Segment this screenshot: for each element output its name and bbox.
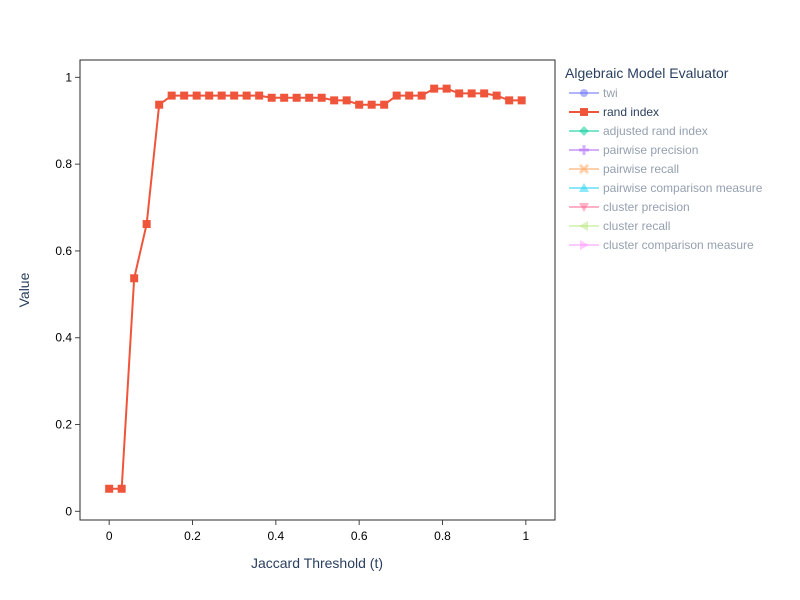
legend-label: cluster precision <box>603 200 690 214</box>
data-point <box>292 93 301 102</box>
data-point <box>355 100 364 109</box>
legend-item-adjusted-rand-index[interactable]: adjusted rand index <box>569 124 708 138</box>
data-point <box>367 100 376 109</box>
legend-item-twi[interactable]: twi <box>569 86 618 100</box>
data-point <box>330 96 339 105</box>
legend-item-cluster-recall[interactable]: cluster recall <box>569 219 670 233</box>
data-point <box>417 91 426 100</box>
data-point <box>105 484 114 493</box>
legend-label: pairwise comparison measure <box>603 181 763 195</box>
series-layer <box>105 84 526 493</box>
legend-label: adjusted rand index <box>603 124 708 138</box>
data-point <box>130 274 139 283</box>
x-tick-label: 0.8 <box>434 529 451 543</box>
x-tick-label: 0.2 <box>184 529 201 543</box>
y-axis-ticks: 0 0.2 0.4 0.6 0.8 1 <box>55 70 80 518</box>
legend-marker <box>579 145 589 155</box>
legend-item-rand-index[interactable]: rand index <box>569 105 659 119</box>
legend-label: twi <box>603 86 618 100</box>
legend-item-pairwise-comparison-measure[interactable]: pairwise comparison measure <box>569 181 763 195</box>
data-point <box>242 91 251 100</box>
x-axis-title: Jaccard Threshold (t) <box>251 555 383 571</box>
data-point <box>480 89 489 98</box>
data-point <box>430 84 439 93</box>
legend-marker <box>579 126 589 136</box>
data-point <box>180 91 189 100</box>
legend-label: rand index <box>603 105 659 119</box>
legend-label: pairwise precision <box>603 143 698 157</box>
data-point <box>317 93 326 102</box>
x-tick-label: 1 <box>522 529 529 543</box>
legend-marker <box>580 108 588 116</box>
legend-marker <box>579 221 588 231</box>
data-point <box>230 91 239 100</box>
data-point <box>455 89 464 98</box>
data-point <box>405 91 414 100</box>
legend-label: cluster recall <box>603 219 670 233</box>
data-point <box>517 96 526 105</box>
x-tick-label: 0 <box>106 529 113 543</box>
plot-area-frame <box>79 59 556 521</box>
y-tick-label: 0.6 <box>55 244 72 258</box>
data-point <box>342 96 351 105</box>
data-point <box>267 93 276 102</box>
legend-marker <box>578 163 590 175</box>
x-tick-label: 0.4 <box>267 529 284 543</box>
legend-marker <box>580 240 589 250</box>
data-point <box>467 89 476 98</box>
series-rand-index <box>105 84 526 493</box>
x-tick-label: 0.6 <box>351 529 368 543</box>
data-point <box>505 96 514 105</box>
legend-item-cluster-comparison-measure[interactable]: cluster comparison measure <box>569 238 754 252</box>
data-point <box>155 100 164 109</box>
data-point <box>142 220 151 229</box>
y-axis-title: Value <box>16 272 32 307</box>
legend-marker <box>580 89 588 97</box>
data-point <box>280 93 289 102</box>
y-tick-label: 0.8 <box>55 157 72 171</box>
data-point <box>192 91 201 100</box>
legend-label: cluster comparison measure <box>603 238 754 252</box>
data-point <box>380 100 389 109</box>
legend-item-cluster-precision[interactable]: cluster precision <box>569 200 690 214</box>
data-point <box>117 484 126 493</box>
data-point <box>492 91 501 100</box>
y-tick-label: 0 <box>65 504 72 518</box>
legend-marker <box>579 183 589 192</box>
legend-label: pairwise recall <box>603 162 679 176</box>
data-point <box>255 91 264 100</box>
data-point <box>392 91 401 100</box>
series-line <box>109 87 522 490</box>
data-point <box>205 91 214 100</box>
data-point <box>442 84 451 93</box>
legend-item-pairwise-recall[interactable]: pairwise recall <box>569 162 679 176</box>
y-tick-label: 1 <box>65 70 72 84</box>
legend-marker <box>579 203 589 212</box>
y-tick-label: 0.2 <box>55 418 72 432</box>
legend[interactable]: Algebraic Model Evaluator twi rand index a… <box>565 65 763 252</box>
data-point <box>217 91 226 100</box>
x-axis-ticks: 0 0.2 0.4 0.6 0.8 1 <box>106 520 529 543</box>
legend-item-pairwise-precision[interactable]: pairwise precision <box>569 143 698 157</box>
legend-items[interactable]: twi rand index adjusted rand index pairwise… <box>569 86 763 252</box>
legend-title: Algebraic Model Evaluator <box>565 65 729 81</box>
data-point <box>305 93 314 102</box>
y-tick-label: 0.4 <box>55 331 72 345</box>
data-point <box>167 91 176 100</box>
